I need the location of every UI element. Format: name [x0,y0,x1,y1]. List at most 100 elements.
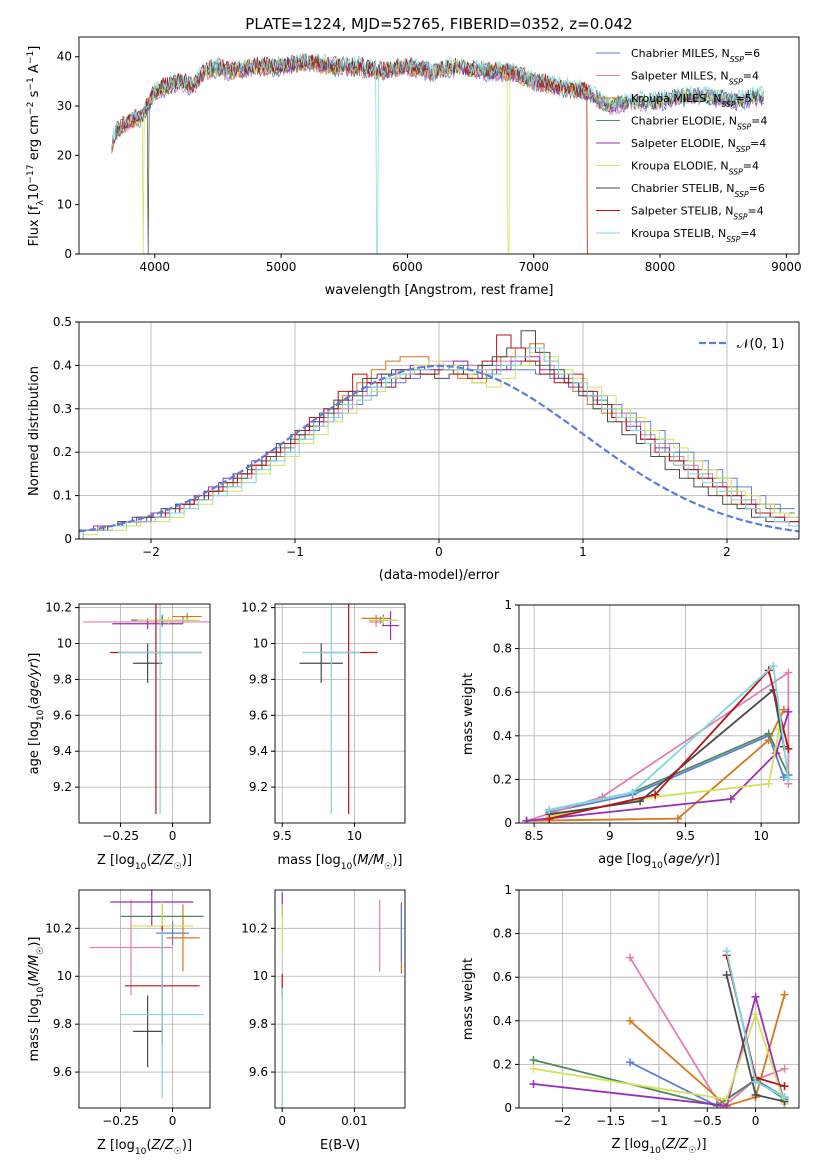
mass-weight-vs-age-point-marker [784,668,793,677]
mass-vs-z-ytick-label: 9.6 [53,1065,72,1079]
residuals-axes: −2 −1 0 1 2 0 0.1 0.2 0.3 0.4 0.5 𝒩(0, 1) [53,315,800,559]
age-vs-z-frame: −0.25 0 9.2 9.4 9.6 9.8 10 10.2 [45,601,211,843]
residuals-ytick-label: 0.2 [53,445,72,459]
mass-weight-vs-age-point-marker [726,795,735,804]
mass-weight-vs-z-axes: −2 −1.5 −1 −0.5 0 0 0.2 0.4 0.6 0.8 1 [493,883,800,1128]
mass-weight-vs-age-series-line [549,668,790,820]
spectrum-legend-label: Kroupa MILES, NSSP=5 [631,92,752,109]
spectrum-xtick-label: 9000 [771,260,802,274]
mass-weight-vs-z-xtick-label: −1 [650,1114,668,1128]
spectrum-series-line [111,53,764,254]
mass-vs-ebv-plot-area [281,892,402,1108]
mass-weight-vs-z-point-marker [751,1090,760,1099]
spectrum-y-axis-label: Flux [fλ10−17 erg cm−2 s−1 A−1] [26,46,46,247]
mass-weight-vs-z-point-marker [722,947,731,956]
mass-weight-vs-age-plot-area [522,662,793,823]
spectrum-series-line [111,54,764,254]
spectrum-ytick-label: 40 [57,50,72,64]
mass-vs-ebv-x-axis-label: E(B-V) [320,1138,360,1153]
mass-vs-z-ytick-label: 10 [57,969,72,983]
age-vs-mass-plot-area [299,604,400,815]
mass-weight-vs-z-point-marker [780,990,789,999]
mass-vs-ebv-axes: 0 0.01 9.6 9.8 10 10.2 [241,889,406,1128]
age-vs-z-frame-rect [78,603,211,824]
age-vs-mass-ytick-label: 9.6 [249,708,268,722]
residuals-xtick-label: 1 [579,545,587,559]
age-vs-mass-ytick-label: 10.2 [241,601,268,615]
spectrum-xtick-label: 8000 [645,260,676,274]
mass-weight-vs-age-ytick-label: 1 [504,598,512,612]
residuals-histogram-step [82,347,799,539]
mass-weight-vs-z-series-line [629,994,786,1107]
spectrum-series-line [111,53,764,254]
mass-weight-vs-age-point-marker [784,707,793,716]
mass-weight-vs-age-ytick-label: 0.4 [493,729,512,743]
mass-weight-vs-age-point-marker [779,705,788,714]
age-vs-mass-ytick-label: 9.8 [249,672,268,686]
spectrum-frame-rect [78,36,800,255]
spectrum-xtick-label: 7000 [518,260,549,274]
spectrum-series-line [111,53,588,254]
residuals-xtick-label: 0 [435,545,443,559]
mass-weight-vs-age-point-marker [779,773,788,782]
mass-weight-vs-age-point-marker [673,814,682,823]
residuals-xtick-label: 2 [723,545,731,559]
mass-weight-vs-age-ytick-label: 0.8 [493,642,512,656]
mass-weight-vs-z-plot-area [529,947,789,1108]
mass-weight-vs-z-ytick-label: 0.4 [493,1014,512,1028]
age-vs-z-ytick-label: 9.2 [53,780,72,794]
spectrum-legend-label: Chabrier STELIB, NSSP=6 [631,182,765,199]
mass-weight-vs-z-series-line [533,993,786,1107]
mass-weight-vs-age-series-line [549,734,785,813]
mass-vs-ebv-ytick-label: 10.2 [241,921,268,935]
mass-weight-vs-z-point-marker [780,1082,789,1091]
mass-weight-vs-z-point-marker [751,1010,760,1019]
spectrum-legend-label: Salpeter MILES, NSSP=4 [631,70,759,87]
spectrum-axes: 4000 5000 6000 7000 8000 9000 0 10 20 30 40 Chabrie… [57,36,802,274]
mass-vs-ebv-ytick-label: 9.8 [249,1017,268,1031]
spectrum-legend-label: Kroupa ELODIE, NSSP=4 [631,160,759,177]
mass-weight-vs-z-point-marker [751,992,760,1001]
age-vs-z-axes: −0.25 0 9.2 9.4 9.6 9.8 10 10.2 [45,601,211,843]
mass-weight-vs-z-frame: −2 −1.5 −1 −0.5 0 0 0.2 0.4 0.6 0.8 1 [493,883,800,1128]
age-vs-z-ytick-label: 10.2 [45,601,72,615]
mass-weight-vs-age-point-marker [784,744,793,753]
mass-vs-ebv-xtick-label: 0 [278,1114,286,1128]
age-vs-mass-x-axis-label: mass [log10(M/M☉)] [278,853,403,872]
mass-vs-z-xtick-label: −0.25 [102,1114,139,1128]
mass-weight-vs-age-point-marker [764,729,773,738]
mass-vs-z-axes: −0.25 0 9.6 9.8 10 10.2 [45,889,211,1128]
residuals-normal-curve [79,364,799,533]
mass-weight-vs-age-ytick-label: 0.6 [493,685,512,699]
mass-weight-vs-z-point-marker [626,1058,635,1067]
age-vs-z-xtick-label: 0 [169,829,177,843]
mass-vs-ebv-frame-rect [274,889,406,1109]
mass-weight-vs-age-point-marker [772,749,781,758]
mass-weight-vs-age-x-axis-label: age [log10(age/yr)] [598,852,720,871]
residuals-ytick-label: 0.3 [53,402,72,416]
mass-weight-vs-z-xtick-label: −1.5 [596,1114,625,1128]
mass-weight-vs-z-xtick-label: 0 [752,1114,760,1128]
residuals-x-axis-label: (data-model)/error [379,568,500,583]
mass-vs-z-xtick-label: 0 [169,1114,177,1128]
spectrum-ytick-label: 0 [64,247,72,261]
mass-weight-vs-z-ytick-label: 1 [504,883,512,897]
mass-weight-vs-z-point-marker [751,1077,760,1086]
figure-title: PLATE=1224, MJD=52765, FIBERID=0352, z=0… [245,15,632,33]
age-vs-z-xtick-label: −0.25 [102,829,139,843]
age-vs-mass-xtick-label: 9.5 [273,829,292,843]
mass-vs-z-ytick-label: 10.2 [45,921,72,935]
age-vs-mass-ytick-label: 9.2 [249,780,268,794]
age-vs-mass-frame-rect [274,603,406,824]
spectrum-legend-label: Chabrier MILES, NSSP=6 [631,47,760,64]
residuals-histogram-step [82,351,799,539]
mass-weight-vs-age-axes: 8.5 9 9.5 10 0 0.2 0.4 0.6 0.8 1 [493,598,800,843]
residuals-y-axis-label: Normed distribution [27,366,42,496]
mass-weight-vs-z-point-marker [780,1093,789,1102]
mass-weight-vs-z-point-marker [529,1064,538,1073]
residuals-histogram-step [79,360,795,531]
age-vs-mass-ytick-label: 9.4 [249,744,268,758]
mass-vs-z-y-axis-label: mass [log10(M/M☉)] [27,937,46,1062]
age-vs-z-plot-area [83,604,210,815]
spectrum-xtick-label: 4000 [140,260,171,274]
